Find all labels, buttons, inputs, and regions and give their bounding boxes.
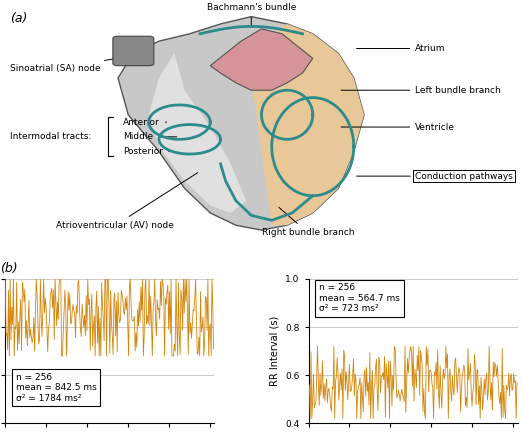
Text: Conduction pathways: Conduction pathways <box>357 172 513 181</box>
Text: Middle: Middle <box>123 132 177 141</box>
Text: Anterior: Anterior <box>123 118 166 127</box>
Text: Atrioventricular (AV) node: Atrioventricular (AV) node <box>56 173 198 230</box>
Text: Ventricle: Ventricle <box>341 123 455 131</box>
Text: Bachmann's bundle: Bachmann's bundle <box>207 3 296 26</box>
Text: Intermodal tracts:: Intermodal tracts: <box>10 132 92 141</box>
Text: Right bundle branch: Right bundle branch <box>262 207 354 237</box>
FancyBboxPatch shape <box>113 36 154 66</box>
Polygon shape <box>118 16 364 230</box>
Polygon shape <box>149 54 246 213</box>
Text: Posterior: Posterior <box>123 147 172 156</box>
Text: Sinoatrial (SA) node: Sinoatrial (SA) node <box>10 54 146 73</box>
Text: (a): (a) <box>10 12 28 25</box>
Polygon shape <box>251 24 364 225</box>
Text: n = 256
mean = 842.5 ms
σ² = 1784 ms²: n = 256 mean = 842.5 ms σ² = 1784 ms² <box>16 373 96 403</box>
Text: (b): (b) <box>0 262 18 275</box>
Polygon shape <box>210 29 313 90</box>
Text: Left bundle branch: Left bundle branch <box>341 86 501 95</box>
Text: n = 256
mean = 564.7 ms
σ² = 723 ms²: n = 256 mean = 564.7 ms σ² = 723 ms² <box>319 283 400 313</box>
Text: Atrium: Atrium <box>357 44 446 53</box>
Y-axis label: RR Interval (s): RR Interval (s) <box>270 316 280 386</box>
